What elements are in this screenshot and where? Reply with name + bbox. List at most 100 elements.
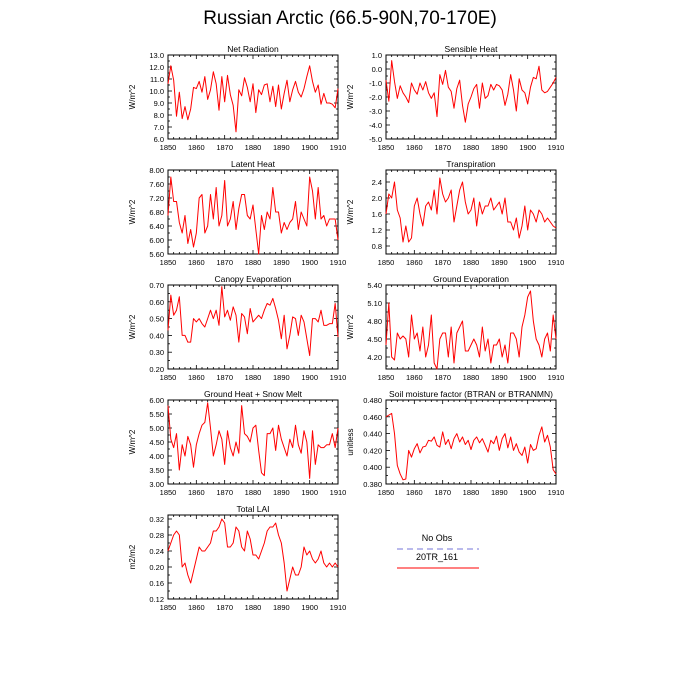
y-tick-label: 13.0: [149, 51, 164, 60]
y-tick-label: 0.24: [149, 547, 164, 556]
y-tick-label: 7.20: [149, 194, 164, 203]
x-tick-label: 1900: [301, 373, 318, 382]
panel-latent-heat: Latent Heat 1850 1860 1870 1880 1890 1900 1910 5…: [128, 159, 346, 267]
x-tick-label: 1850: [160, 143, 177, 152]
x-tick-label: 1850: [160, 373, 177, 382]
x-tick-label: 1850: [160, 488, 177, 497]
y-tick-label: 0.380: [363, 480, 382, 489]
x-tick-label: 1910: [330, 258, 347, 267]
y-tick-label: 11.0: [150, 75, 164, 84]
y-tick-label: -4.0: [369, 121, 382, 130]
y-tick-label: 1.6: [372, 210, 382, 219]
y-tick-label: 7.60: [149, 180, 164, 189]
x-tick-label: 1870: [216, 373, 233, 382]
x-tick-label: 1910: [330, 488, 347, 497]
panel-title: Canopy Evaporation: [214, 274, 291, 284]
plot-frame: [167, 284, 339, 370]
x-tick-label: 1860: [188, 143, 205, 152]
y-tick-label: 0.400: [363, 463, 382, 472]
y-tick-label: 5.60: [149, 250, 164, 259]
panel-title: Ground Heat + Snow Melt: [204, 389, 303, 399]
panels: Net Radiation 1850 1860 1870 1880 1890 1900 191…: [128, 44, 564, 612]
y-axis-label: W/m^2: [346, 199, 355, 224]
panel-title: Soil moisture factor (BTRAN or BTRANMN): [389, 389, 553, 399]
x-tick-label: 1880: [463, 143, 480, 152]
y-axis-label: unitless: [346, 428, 355, 455]
y-tick-label: 2.4: [372, 178, 382, 187]
x-tick-label: 1880: [245, 258, 262, 267]
x-tick-label: 1870: [434, 488, 451, 497]
x-tick-label: 1880: [245, 143, 262, 152]
x-tick-label: 1900: [519, 373, 536, 382]
panel-ground-evaporation: Ground Evaporation 1850 1860 1870 1880 1890 19…: [346, 274, 564, 382]
y-tick-label: 2.0: [372, 194, 382, 203]
y-tick-label: 6.00: [149, 236, 164, 245]
series-line-20tr-161: [385, 412, 557, 481]
y-axis-label: W/m^2: [128, 314, 137, 339]
panel-title: Ground Evaporation: [433, 274, 509, 284]
y-tick-label: 0.480: [363, 396, 382, 405]
x-tick-label: 1870: [434, 373, 451, 382]
x-tick-label: 1890: [491, 258, 508, 267]
x-tick-label: 1870: [216, 258, 233, 267]
x-tick-label: 1850: [160, 603, 177, 612]
x-tick-label: 1860: [406, 373, 423, 382]
x-tick-label: 1870: [216, 488, 233, 497]
panel-title: Total LAI: [236, 504, 269, 514]
x-tick-label: 1860: [406, 258, 423, 267]
x-tick-label: 1880: [245, 488, 262, 497]
x-tick-label: 1850: [378, 143, 395, 152]
series-line-20tr-161: [167, 402, 339, 479]
x-tick-label: 1900: [519, 143, 536, 152]
x-tick-label: 1900: [301, 258, 318, 267]
x-tick-label: 1890: [273, 603, 290, 612]
y-tick-label: 4.50: [149, 438, 164, 447]
x-tick-label: 1860: [188, 258, 205, 267]
y-tick-label: 12.0: [149, 63, 164, 72]
series-line-20tr-161: [167, 518, 339, 592]
y-tick-label: 4.50: [367, 335, 382, 344]
x-tick-label: 1890: [273, 488, 290, 497]
x-tick-label: 1850: [378, 373, 395, 382]
y-tick-label: 4.00: [149, 452, 164, 461]
y-tick-label: 0.440: [363, 430, 382, 439]
y-tick-label: 1.0: [372, 51, 382, 60]
x-tick-label: 1860: [406, 143, 423, 152]
y-tick-label: 9.0: [154, 99, 164, 108]
y-tick-label: 4.80: [367, 317, 382, 326]
x-tick-label: 1870: [434, 258, 451, 267]
y-tick-label: 7.0: [154, 123, 164, 132]
x-tick-label: 1890: [273, 143, 290, 152]
x-tick-label: 1910: [548, 143, 565, 152]
y-tick-label: -5.0: [369, 135, 382, 144]
y-tick-label: -1.0: [369, 79, 382, 88]
x-tick-label: 1880: [245, 603, 262, 612]
y-tick-label: 6.0: [154, 135, 164, 144]
y-tick-label: 0.40: [149, 331, 164, 340]
x-tick-label: 1870: [216, 143, 233, 152]
y-axis-label: W/m^2: [128, 429, 137, 454]
panel-soil-moisture-factor-btran-or-btranmn: Soil moisture factor (BTRAN or BTRANMN) 1…: [346, 389, 564, 497]
y-tick-label: 6.00: [149, 396, 164, 405]
x-tick-label: 1880: [463, 488, 480, 497]
x-tick-label: 1860: [188, 603, 205, 612]
x-tick-label: 1890: [491, 143, 508, 152]
y-tick-label: 0.8: [372, 242, 382, 251]
x-tick-label: 1890: [273, 258, 290, 267]
x-tick-label: 1880: [463, 258, 480, 267]
y-tick-label: 5.10: [367, 299, 382, 308]
x-tick-label: 1910: [548, 488, 565, 497]
x-tick-label: 1860: [188, 488, 205, 497]
x-tick-label: 1910: [548, 373, 565, 382]
x-tick-label: 1860: [406, 488, 423, 497]
series-line-20tr-161: [167, 286, 339, 357]
x-tick-label: 1910: [330, 373, 347, 382]
panel-title: Net Radiation: [227, 44, 279, 54]
legend-model-label: 20TR_161: [416, 552, 458, 562]
x-tick-label: 1890: [491, 373, 508, 382]
series-line-20tr-161: [385, 290, 557, 370]
x-tick-label: 1870: [434, 143, 451, 152]
y-tick-label: 3.50: [149, 466, 164, 475]
y-tick-label: 0.60: [149, 298, 164, 307]
y-tick-label: -2.0: [369, 93, 382, 102]
